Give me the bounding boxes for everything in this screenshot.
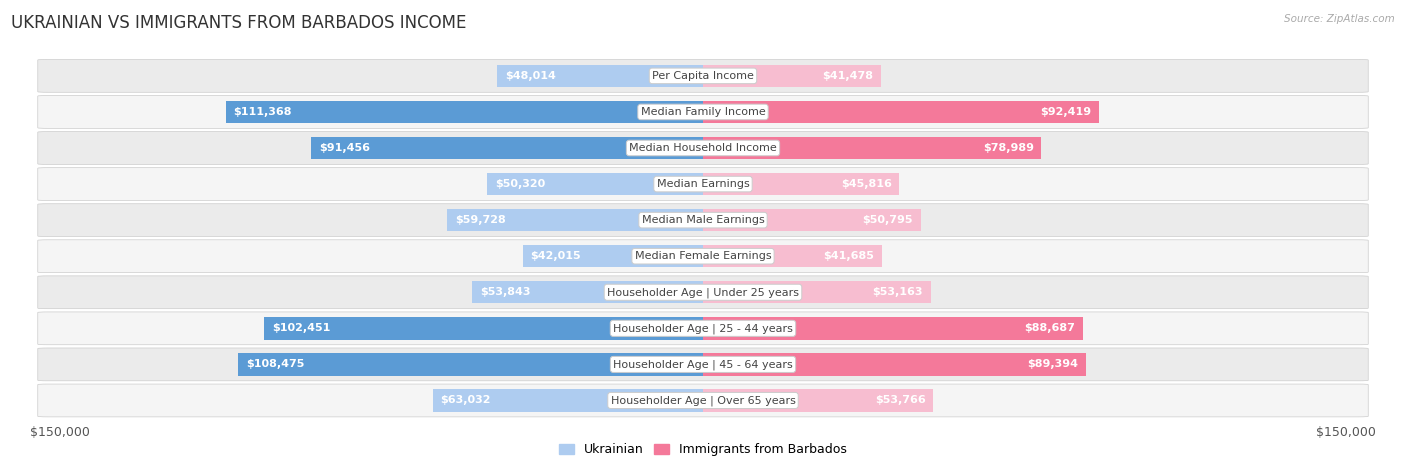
- Bar: [226, 101, 703, 123]
- Text: $48,014: $48,014: [505, 71, 555, 81]
- Text: Householder Age | 45 - 64 years: Householder Age | 45 - 64 years: [613, 359, 793, 370]
- FancyBboxPatch shape: [38, 168, 1368, 200]
- Bar: [703, 281, 931, 304]
- Text: $53,766: $53,766: [875, 396, 925, 405]
- Text: Householder Age | Over 65 years: Householder Age | Over 65 years: [610, 395, 796, 406]
- Text: Median Family Income: Median Family Income: [641, 107, 765, 117]
- Text: $50,320: $50,320: [495, 179, 546, 189]
- Text: Source: ZipAtlas.com: Source: ZipAtlas.com: [1284, 14, 1395, 24]
- Text: $41,685: $41,685: [823, 251, 875, 261]
- Text: $53,843: $53,843: [479, 287, 530, 297]
- Text: $42,015: $42,015: [530, 251, 581, 261]
- FancyBboxPatch shape: [38, 276, 1368, 309]
- Bar: [472, 281, 703, 304]
- Bar: [311, 137, 703, 159]
- Bar: [447, 209, 703, 231]
- Text: $45,816: $45,816: [841, 179, 891, 189]
- Legend: Ukrainian, Immigrants from Barbados: Ukrainian, Immigrants from Barbados: [554, 439, 852, 461]
- Text: $41,478: $41,478: [823, 71, 873, 81]
- Text: Median Female Earnings: Median Female Earnings: [634, 251, 772, 261]
- Text: $88,687: $88,687: [1025, 323, 1076, 333]
- FancyBboxPatch shape: [38, 312, 1368, 345]
- FancyBboxPatch shape: [38, 240, 1368, 273]
- FancyBboxPatch shape: [38, 59, 1368, 92]
- Text: $102,451: $102,451: [271, 323, 330, 333]
- Bar: [703, 173, 900, 195]
- Text: Per Capita Income: Per Capita Income: [652, 71, 754, 81]
- Bar: [703, 317, 1083, 340]
- Text: $89,394: $89,394: [1028, 360, 1078, 369]
- Bar: [703, 389, 934, 411]
- Bar: [703, 137, 1042, 159]
- Bar: [703, 353, 1085, 375]
- Text: $108,475: $108,475: [246, 360, 304, 369]
- Text: Median Earnings: Median Earnings: [657, 179, 749, 189]
- Bar: [238, 353, 703, 375]
- Text: $59,728: $59,728: [454, 215, 506, 225]
- Text: $53,163: $53,163: [873, 287, 924, 297]
- Text: $50,795: $50,795: [862, 215, 912, 225]
- Bar: [523, 245, 703, 268]
- Bar: [498, 65, 703, 87]
- Text: $78,989: $78,989: [983, 143, 1033, 153]
- Text: Median Male Earnings: Median Male Earnings: [641, 215, 765, 225]
- Bar: [703, 65, 880, 87]
- FancyBboxPatch shape: [38, 132, 1368, 164]
- Text: $92,419: $92,419: [1040, 107, 1091, 117]
- FancyBboxPatch shape: [38, 96, 1368, 128]
- Text: $91,456: $91,456: [319, 143, 370, 153]
- FancyBboxPatch shape: [38, 348, 1368, 381]
- Bar: [703, 245, 882, 268]
- FancyBboxPatch shape: [38, 384, 1368, 417]
- Text: Householder Age | 25 - 44 years: Householder Age | 25 - 44 years: [613, 323, 793, 333]
- Bar: [703, 209, 921, 231]
- Text: $111,368: $111,368: [233, 107, 292, 117]
- Text: Median Household Income: Median Household Income: [628, 143, 778, 153]
- FancyBboxPatch shape: [38, 204, 1368, 237]
- Text: Householder Age | Under 25 years: Householder Age | Under 25 years: [607, 287, 799, 297]
- Text: $63,032: $63,032: [440, 396, 491, 405]
- Bar: [488, 173, 703, 195]
- Bar: [264, 317, 703, 340]
- Bar: [703, 101, 1099, 123]
- Bar: [433, 389, 703, 411]
- Text: UKRAINIAN VS IMMIGRANTS FROM BARBADOS INCOME: UKRAINIAN VS IMMIGRANTS FROM BARBADOS IN…: [11, 14, 467, 32]
